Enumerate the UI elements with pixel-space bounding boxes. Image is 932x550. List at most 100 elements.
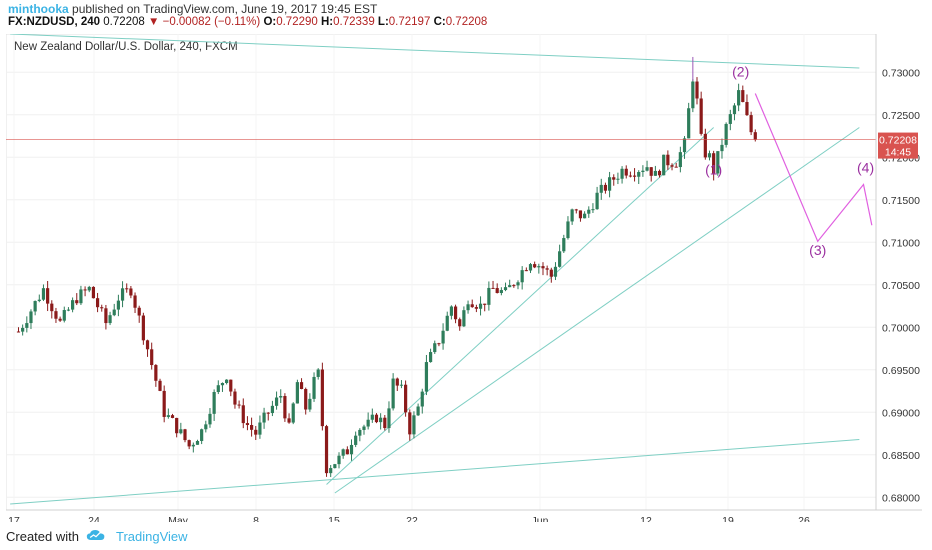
candle-body — [133, 295, 137, 308]
candle-body — [645, 167, 649, 171]
high-value: 0.72339 — [333, 16, 375, 28]
wave-label: (2) — [732, 64, 749, 80]
wave-labels: (1) (2) (3) (4) — [705, 64, 874, 259]
close-label: C: — [433, 16, 446, 28]
candle-body — [304, 389, 308, 410]
candle-body — [66, 309, 71, 311]
wave-label: (1) — [705, 161, 722, 177]
candle-body — [216, 385, 220, 393]
candle-body — [687, 108, 691, 139]
candle-body — [720, 144, 724, 152]
candle-body — [541, 266, 545, 269]
low-value: 0.72197 — [388, 16, 431, 28]
candle-body — [533, 264, 537, 268]
candle-body — [287, 418, 291, 423]
candle-body — [154, 365, 158, 381]
candle-body — [75, 300, 79, 304]
candle-body — [341, 449, 345, 456]
candle-body — [145, 340, 150, 350]
candle-body — [691, 81, 695, 109]
candle-body — [162, 390, 166, 417]
candle-body — [741, 90, 745, 103]
candle-body — [320, 369, 324, 427]
candles — [16, 56, 757, 478]
candle-body — [166, 415, 170, 417]
candle-body — [712, 153, 716, 174]
candle-body — [662, 154, 666, 176]
trendline — [10, 33, 860, 69]
gridlines — [6, 34, 876, 510]
time-tick-label: May — [168, 515, 189, 522]
trendline — [326, 127, 714, 485]
candle-body — [225, 379, 229, 383]
candle-body — [599, 184, 603, 193]
chart-frame[interactable]: New Zealand Dollar/U.S. Dollar, 240, FXC… — [5, 33, 922, 527]
candle-body — [516, 282, 520, 286]
last-price: 0.72208 — [103, 16, 145, 28]
price-tick-label: 0.73000 — [882, 67, 920, 79]
candle-body — [732, 105, 737, 115]
last-price-label: 0.72208 — [879, 135, 917, 147]
candle-body — [295, 382, 299, 404]
price-tick-label: 0.71000 — [882, 237, 920, 249]
candle-body — [737, 90, 741, 106]
candle-body — [395, 378, 399, 386]
candle-body — [412, 415, 416, 435]
candle-body — [387, 408, 391, 429]
candle-body — [445, 315, 449, 331]
candle-body — [657, 170, 662, 176]
price-axis[interactable]: 0.730000.725000.720000.715000.710000.705… — [882, 67, 920, 504]
candle-body — [125, 288, 129, 290]
candle-body — [503, 287, 508, 291]
candle-body — [179, 429, 183, 434]
candle-body — [50, 303, 54, 312]
candle-body — [187, 440, 191, 447]
symbol-label[interactable]: FX:NZDUSD, 240 — [8, 16, 101, 28]
candle-body — [366, 419, 370, 427]
time-axis[interactable]: 17 24 May 8 15 22 Jun 12 19 26 — [8, 515, 810, 527]
price-tick-label: 0.68500 — [882, 450, 920, 462]
price-tick-label: 0.70500 — [882, 280, 920, 292]
tradingview-brand-link[interactable]: TradingView — [116, 529, 188, 544]
trendlines — [10, 33, 860, 505]
candle-body — [591, 209, 595, 211]
candle-body — [670, 165, 674, 167]
trendline — [334, 127, 860, 494]
candle-body — [674, 166, 678, 168]
candle-body — [524, 270, 528, 272]
candle-body — [91, 286, 96, 299]
chart-title: New Zealand Dollar/U.S. Dollar, 240, FXC… — [14, 41, 238, 53]
price-chart[interactable]: New Zealand Dollar/U.S. Dollar, 240, FXC… — [5, 33, 922, 527]
candle-body — [170, 415, 175, 418]
candle-body — [603, 184, 608, 191]
candle-body — [462, 310, 466, 327]
candle-body — [537, 266, 541, 268]
time-tick-label: 26 — [798, 515, 810, 522]
trendline — [10, 438, 860, 505]
candle-body — [391, 378, 395, 409]
candle-body — [607, 177, 612, 191]
candle-body — [245, 423, 250, 426]
candle-body — [46, 288, 50, 304]
open-value: 0.72290 — [276, 16, 318, 28]
author-link[interactable]: minthooka — [8, 2, 69, 16]
candle-body — [616, 178, 620, 180]
candle-body — [220, 382, 225, 386]
time-tick-label: Jun — [532, 515, 549, 522]
candle-body — [745, 102, 749, 116]
candle-body — [200, 429, 204, 441]
candle-body — [499, 290, 503, 294]
candle-body — [416, 406, 420, 416]
candle-body — [41, 288, 46, 300]
candle-body — [379, 417, 383, 423]
candle-body — [491, 287, 495, 289]
price-tick-label: 0.71500 — [882, 195, 920, 207]
candle-body — [595, 192, 599, 210]
candle-body — [345, 449, 349, 455]
candle-body — [71, 300, 75, 310]
candle-body — [299, 382, 304, 390]
candle-body — [478, 303, 483, 309]
candle-body — [512, 285, 516, 287]
candle-body — [649, 167, 653, 176]
candle-body — [266, 412, 270, 414]
